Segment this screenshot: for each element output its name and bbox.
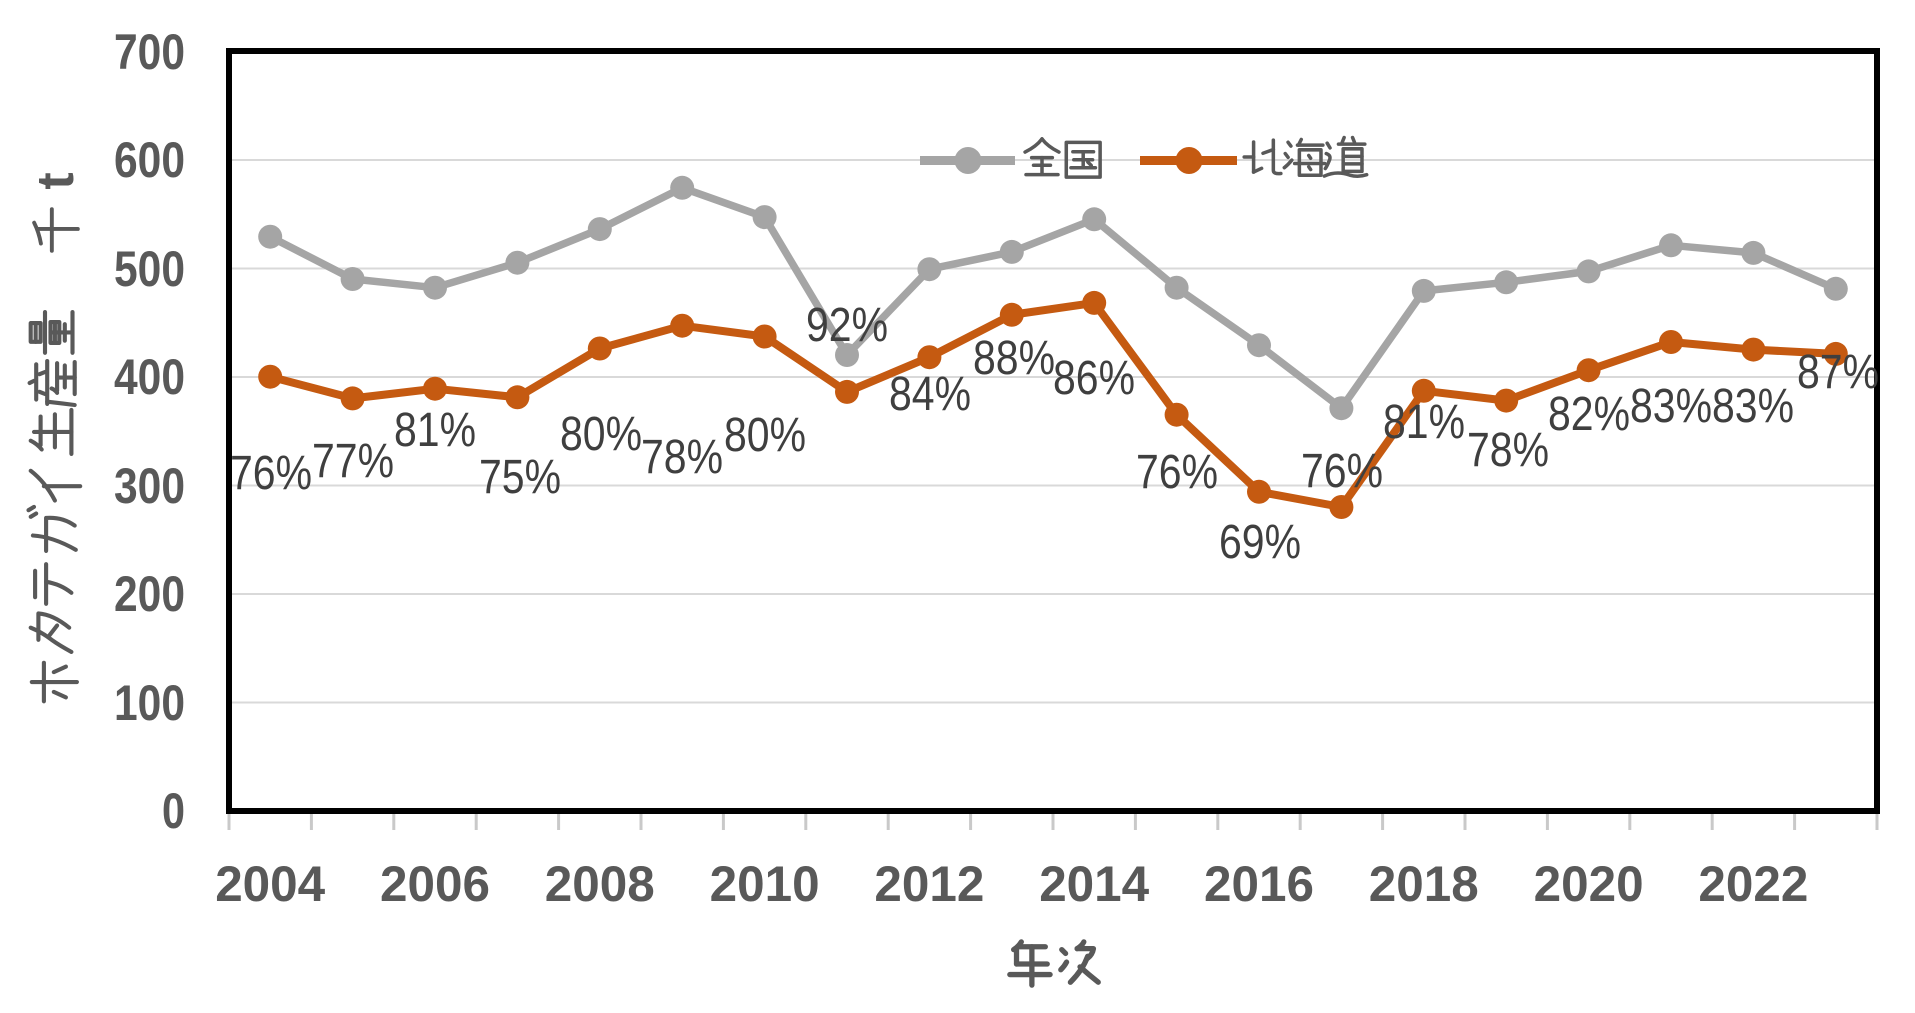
svg-text:600: 600 [114, 132, 185, 188]
svg-text:75%: 75% [479, 451, 561, 504]
svg-text:2008: 2008 [545, 856, 655, 912]
svg-text:2004: 2004 [215, 856, 325, 912]
svg-text:0: 0 [162, 783, 185, 839]
svg-text:2012: 2012 [874, 856, 984, 912]
svg-text:400: 400 [114, 349, 185, 405]
svg-text:83%: 83% [1630, 380, 1712, 433]
svg-text:80%: 80% [560, 408, 642, 461]
svg-text:76%: 76% [1301, 445, 1383, 498]
svg-text:t: t [27, 172, 85, 189]
svg-text:83%: 83% [1712, 380, 1794, 433]
svg-text:77%: 77% [312, 435, 394, 488]
svg-text:86%: 86% [1053, 352, 1135, 405]
svg-text:69%: 69% [1219, 516, 1301, 569]
svg-text:78%: 78% [1467, 424, 1549, 477]
svg-text:2016: 2016 [1204, 856, 1314, 912]
svg-text:2006: 2006 [380, 856, 490, 912]
svg-text:2022: 2022 [1698, 856, 1808, 912]
svg-text:2010: 2010 [710, 856, 820, 912]
svg-text:100: 100 [114, 675, 185, 731]
svg-text:500: 500 [114, 241, 185, 297]
svg-text:300: 300 [114, 458, 185, 514]
svg-text:76%: 76% [230, 447, 312, 500]
svg-text:78%: 78% [641, 431, 723, 484]
svg-text:2014: 2014 [1039, 856, 1149, 912]
svg-text:2018: 2018 [1369, 856, 1479, 912]
svg-text:80%: 80% [724, 409, 806, 462]
svg-text:92%: 92% [806, 299, 888, 352]
svg-text:82%: 82% [1548, 388, 1630, 441]
svg-text:88%: 88% [973, 332, 1055, 385]
svg-text:2020: 2020 [1534, 856, 1644, 912]
svg-text:84%: 84% [889, 368, 971, 421]
svg-text:76%: 76% [1136, 446, 1218, 499]
svg-text:81%: 81% [394, 404, 476, 457]
svg-text:87%: 87% [1797, 346, 1879, 399]
svg-text:700: 700 [114, 24, 185, 80]
svg-text:81%: 81% [1383, 396, 1465, 449]
svg-text:200: 200 [114, 566, 185, 622]
